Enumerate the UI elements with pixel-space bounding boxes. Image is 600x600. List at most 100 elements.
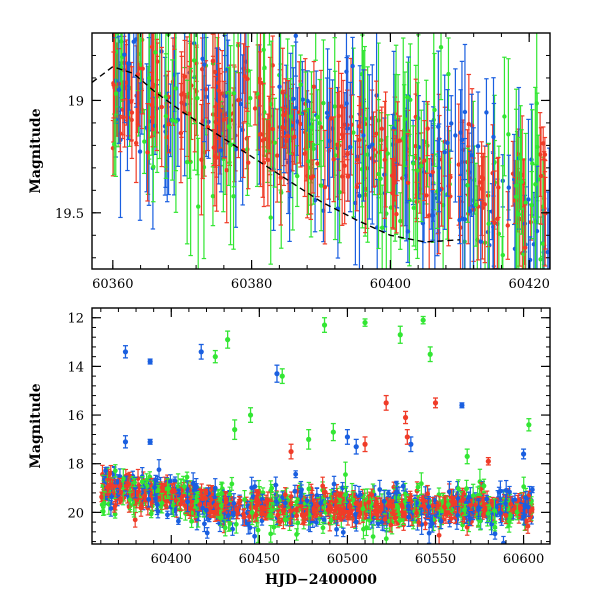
bottom-y-tick-label: 20: [67, 506, 84, 521]
bottom-outlier-point: [344, 428, 351, 445]
bottom-blue-point: [498, 480, 503, 502]
top-green-point: [163, 53, 169, 179]
top-red-point: [331, 116, 336, 203]
top-green-point: [398, 192, 403, 250]
bottom-outlier-point: [420, 315, 426, 325]
bottom-outlier-point: [212, 349, 218, 364]
bottom-blue-point: [293, 470, 299, 479]
top-red-point: [340, 79, 346, 194]
bottom-red-point: [118, 497, 123, 504]
top-blue-point: [526, 118, 531, 269]
bottom-red-point: [223, 490, 229, 507]
bottom-blue-point: [334, 522, 339, 537]
bottom-green-point: [271, 519, 277, 535]
top-red-point: [280, 106, 285, 149]
top-red-point: [390, 157, 395, 229]
bottom-blue-point: [503, 494, 508, 513]
top-red-point: [311, 60, 317, 113]
bottom-green-point: [485, 504, 491, 523]
top-red-point: [328, 87, 334, 150]
bottom-red-point: [169, 483, 175, 500]
top-blue-point: [449, 95, 454, 152]
top-data-points: [92, 33, 550, 269]
top-blue-point: [458, 89, 463, 176]
bottom-x-tick-label: 60450: [239, 552, 280, 567]
bottom-green-point: [219, 481, 224, 505]
top-red-point: [425, 101, 430, 157]
bottom-red-point: [435, 501, 441, 510]
bottom-blue-point: [331, 475, 337, 493]
top-green-point: [473, 162, 479, 247]
top-red-point: [265, 113, 271, 207]
bottom-outlier-point: [464, 448, 470, 465]
bottom-outlier-point: [247, 407, 254, 424]
top-red-point: [129, 61, 134, 142]
top-green-point: [411, 125, 416, 202]
bottom-blue-point: [204, 527, 210, 539]
bottom-red-point: [382, 513, 388, 525]
top-red-point: [456, 103, 461, 226]
top-blue-point: [367, 74, 372, 220]
bottom-green-point: [229, 476, 235, 491]
top-red-point: [124, 39, 129, 126]
top-green-point: [486, 142, 491, 269]
top-green-point: [419, 109, 424, 223]
bottom-red-point: [400, 510, 406, 519]
bottom-blue-point: [152, 494, 158, 503]
bottom-outlier-point: [122, 435, 129, 449]
bottom-red-point: [123, 481, 129, 491]
top-plot-frame: [91, 32, 551, 270]
bottom-y-tick-label: 18: [67, 458, 84, 473]
top-blue-point: [442, 74, 447, 230]
bottom-green-point: [492, 498, 497, 524]
bottom-green-point: [218, 509, 224, 527]
top-green-point: [321, 39, 326, 167]
bottom-blue-point: [153, 474, 159, 485]
bottom-red-point: [355, 497, 361, 512]
top-green-point: [195, 33, 200, 176]
top-blue-point: [445, 89, 450, 197]
bottom-red-point: [518, 504, 523, 512]
bottom-green-point: [445, 498, 451, 511]
bottom-blue-point: [400, 480, 406, 492]
bottom-plot-frame: [91, 307, 551, 545]
bottom-outlier-point: [520, 448, 527, 460]
top-green-point: [402, 71, 408, 167]
top-red-point: [135, 33, 141, 126]
bottom-blue-point: [405, 501, 411, 511]
bottom-blue-point: [103, 466, 108, 475]
bottom-blue-point: [252, 527, 258, 544]
bottom-green-point: [132, 478, 137, 488]
top-green-point: [231, 142, 236, 250]
bottom-red-point: [414, 509, 419, 517]
bottom-green-point: [320, 521, 326, 534]
bottom-red-point: [338, 514, 344, 522]
bottom-green-point: [283, 514, 288, 526]
top-green-point: [228, 45, 233, 246]
top-red-point: [479, 152, 485, 202]
bottom-blue-point: [318, 494, 324, 513]
bottom-outlier-point: [225, 330, 231, 349]
top-red-point: [357, 104, 362, 148]
top-x-tick-label: 60400: [370, 277, 411, 292]
top-red-point: [395, 101, 400, 182]
bottom-green-point: [166, 483, 172, 495]
bottom-green-point: [306, 504, 312, 526]
bottom-red-point: [174, 494, 179, 507]
top-red-point: [111, 51, 116, 119]
bottom-blue-point: [250, 487, 256, 506]
top-green-point: [530, 109, 535, 218]
top-red-point: [382, 100, 387, 219]
bottom-outlier-point: [306, 428, 312, 450]
top-red-point: [310, 159, 316, 194]
top-blue-point: [293, 33, 298, 77]
bottom-blue-point: [525, 497, 531, 517]
top-blue-point: [506, 154, 511, 221]
bottom-blue-point: [282, 498, 288, 508]
bottom-blue-point: [185, 491, 190, 513]
top-blue-point: [462, 43, 468, 181]
bottom-red-point: [235, 507, 241, 520]
top-red-point: [505, 191, 510, 260]
bottom-green-point: [402, 492, 408, 511]
bottom-y-axis-label: Magnitude: [28, 383, 44, 468]
